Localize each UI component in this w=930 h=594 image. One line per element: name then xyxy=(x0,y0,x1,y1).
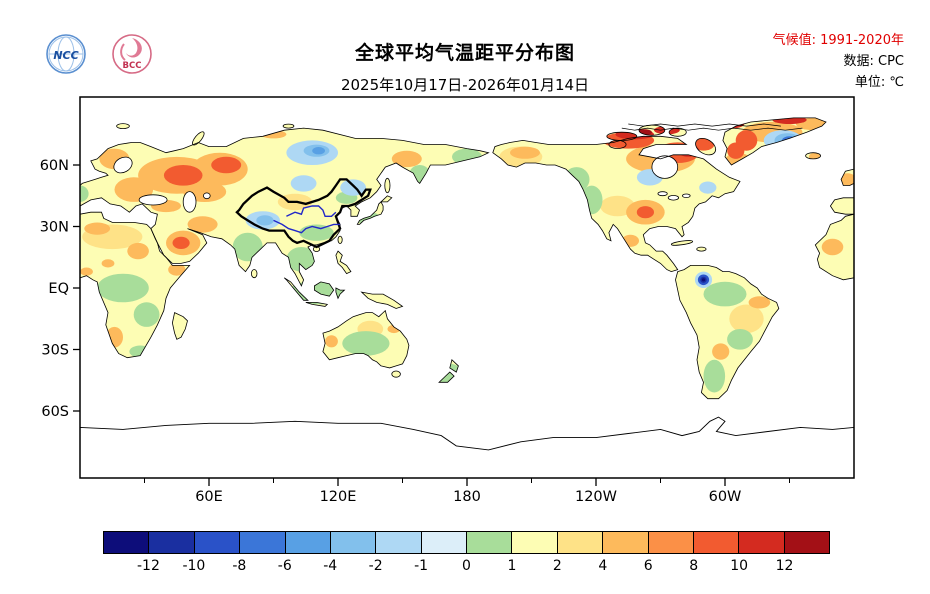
china-border xyxy=(235,178,372,249)
colorbar-tick-label: -2 xyxy=(368,558,383,574)
lat-axis-label: 30N xyxy=(40,220,69,236)
colorbar-tick-label: 10 xyxy=(730,558,749,574)
colorbar-tick-label: -8 xyxy=(232,558,247,574)
info-block: 气候值: 1991-2020年 数据: CPC 单位: ℃ xyxy=(773,30,904,93)
colorbar-tick-label: 8 xyxy=(689,558,699,574)
ncc-logo: NCC xyxy=(46,34,86,74)
colorbar-segment xyxy=(285,532,331,553)
lat-axis-label: 60S xyxy=(41,404,69,420)
lon-axis-label: 120W xyxy=(575,489,617,505)
colorbar-segment xyxy=(693,532,740,553)
colorbar-tick-label: 1 xyxy=(507,558,517,574)
colorbar-segment xyxy=(739,532,785,553)
lat-axis-label: 30S xyxy=(41,343,69,359)
lon-axis-label: 60W xyxy=(709,489,742,505)
colorbar-tick-label: 12 xyxy=(775,558,794,574)
colorbar-segment xyxy=(648,532,694,553)
logo-group: NCC BCC xyxy=(44,32,154,76)
colorbar-segment xyxy=(330,532,377,553)
colorbar-segment xyxy=(104,532,150,553)
colorbar-segment xyxy=(194,532,241,553)
lat-axis-label: 60N xyxy=(40,158,69,174)
data-source-label: 数据: CPC xyxy=(843,54,904,69)
world-map: 60E 120E 180 120W 60W 60N 30N EQ 30S 60S xyxy=(40,96,855,505)
bcc-logo: BCC xyxy=(112,34,152,74)
colorbar-segment xyxy=(421,532,467,553)
lon-axis-label: 180 xyxy=(453,489,481,505)
colorbar-tick-label: 0 xyxy=(462,558,471,574)
colorbar-segment xyxy=(557,532,604,553)
colorbar-segment xyxy=(603,532,649,553)
lon-axis-label: 60E xyxy=(195,489,223,505)
colorbar-segment xyxy=(240,532,286,553)
colorbar-labels: -12 -10 -8 -6 -4 -2 -1 0 1 2 4 6 8 10 12 xyxy=(103,558,830,576)
ncc-logo-text: NCC xyxy=(53,49,78,62)
colorbar-tick-label: 6 xyxy=(643,558,653,574)
colorbar-tick-label: 4 xyxy=(598,558,608,574)
colorbar-tick-label: -4 xyxy=(323,558,338,574)
colorbar-segment xyxy=(467,532,513,553)
colorbar-tick-label: -12 xyxy=(137,558,160,574)
colorbar xyxy=(103,531,830,554)
unit-label: 单位: ℃ xyxy=(854,75,904,90)
bcc-logo-text: BCC xyxy=(123,61,142,71)
bcc-swirl-icon xyxy=(126,38,142,58)
colorbar-tick-label: -6 xyxy=(277,558,292,574)
colorbar-segment xyxy=(784,532,829,553)
colorbar-segment xyxy=(512,532,558,553)
climate-baseline-label: 气候值: 1991-2020年 xyxy=(772,33,904,48)
colorbar-tick-label: 2 xyxy=(552,558,562,574)
lat-axis-label: EQ xyxy=(48,281,69,297)
antarctica-coastline xyxy=(80,416,854,478)
colorbar-segment xyxy=(149,532,195,553)
colorbar-tick-label: -1 xyxy=(414,558,429,574)
lon-axis-label: 120E xyxy=(320,489,357,505)
yellow-river xyxy=(286,205,337,217)
anomaly-fill-layer xyxy=(80,117,854,399)
colorbar-segment xyxy=(376,532,422,553)
yangtze-river xyxy=(273,219,341,234)
colorbar-tick-label: -10 xyxy=(182,558,206,574)
